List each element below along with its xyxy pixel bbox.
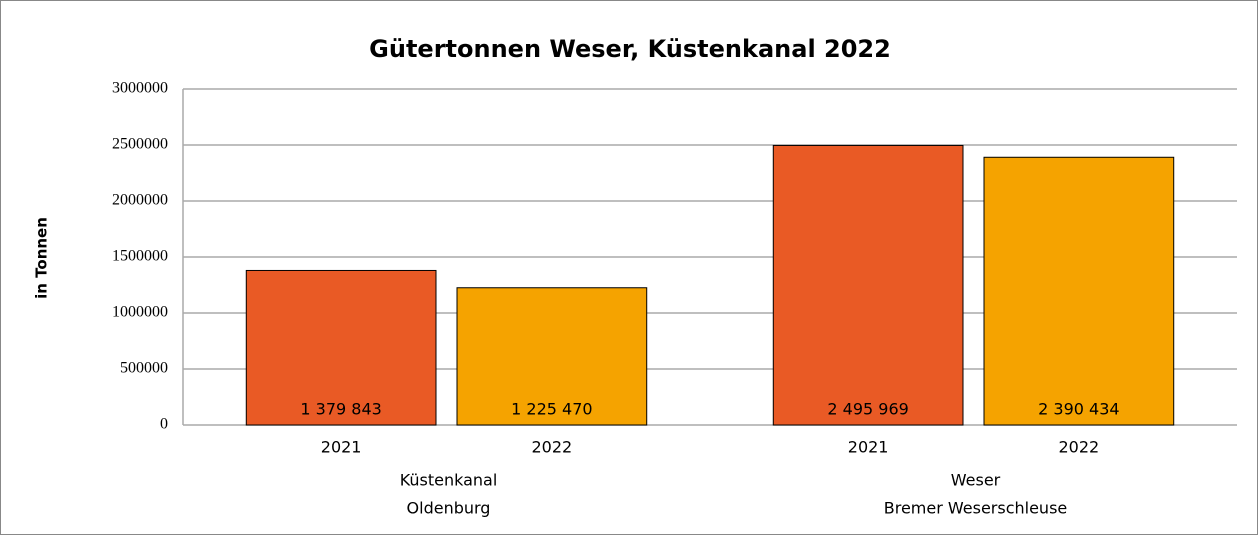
value-label: 1 379 843 (300, 400, 381, 419)
value-label: 1 225 470 (511, 400, 592, 419)
group-label: Küstenkanal (400, 471, 498, 490)
bar (456, 287, 648, 426)
group-label: Oldenburg (407, 499, 491, 518)
y-tick-label: 2500000 (112, 136, 168, 153)
y-tick-label: 3000000 (112, 80, 168, 97)
bar (772, 144, 964, 426)
chart-title: Gütertonnen Weser, Küstenkanal 2022 (369, 35, 891, 63)
bar (245, 269, 437, 426)
value-label: 2 495 969 (827, 400, 908, 419)
x-tick-label: 2021 (321, 438, 362, 457)
bar (983, 156, 1175, 426)
x-tick-label: 2021 (848, 438, 889, 457)
value-label: 2 390 434 (1038, 400, 1119, 419)
group-label: Weser (951, 471, 1001, 490)
group-label: Bremer Weserschleuse (884, 499, 1068, 518)
y-tick-label: 2000000 (112, 192, 168, 209)
y-tick-label: 1500000 (112, 248, 168, 265)
y-tick-label: 1000000 (112, 304, 168, 321)
x-tick-label: 2022 (532, 438, 573, 457)
y-tick-label: 500000 (120, 360, 168, 377)
y-axis-label: in Tonnen (33, 217, 51, 299)
y-tick-label: 0 (160, 416, 168, 433)
x-tick-label: 2022 (1059, 438, 1100, 457)
